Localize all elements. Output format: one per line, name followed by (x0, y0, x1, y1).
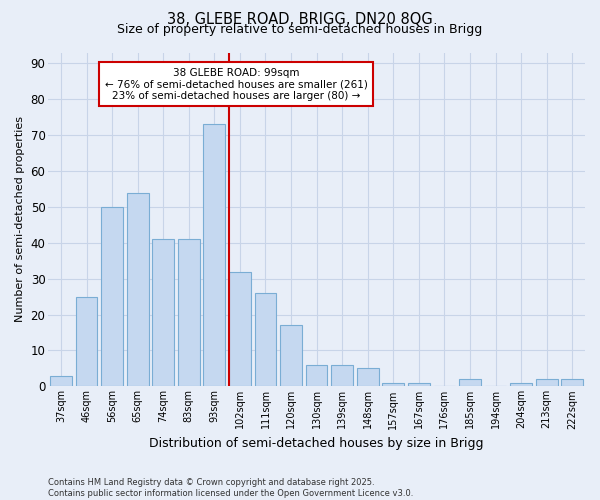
Bar (229, 272, 251, 386)
Bar (382, 383, 404, 386)
Bar (101, 207, 123, 386)
Bar (536, 379, 557, 386)
Bar (331, 365, 353, 386)
Bar (76, 296, 97, 386)
Text: 38 GLEBE ROAD: 99sqm
← 76% of semi-detached houses are smaller (261)
23% of semi: 38 GLEBE ROAD: 99sqm ← 76% of semi-detac… (104, 68, 368, 100)
Text: 38, GLEBE ROAD, BRIGG, DN20 8QG: 38, GLEBE ROAD, BRIGG, DN20 8QG (167, 12, 433, 28)
Bar (203, 124, 225, 386)
Bar (510, 383, 532, 386)
Bar (562, 379, 583, 386)
Bar (408, 383, 430, 386)
Bar (357, 368, 379, 386)
Y-axis label: Number of semi-detached properties: Number of semi-detached properties (15, 116, 25, 322)
Bar (459, 379, 481, 386)
X-axis label: Distribution of semi-detached houses by size in Brigg: Distribution of semi-detached houses by … (149, 437, 484, 450)
Text: Contains HM Land Registry data © Crown copyright and database right 2025.
Contai: Contains HM Land Registry data © Crown c… (48, 478, 413, 498)
Bar (254, 293, 277, 386)
Bar (280, 326, 302, 386)
Text: Size of property relative to semi-detached houses in Brigg: Size of property relative to semi-detach… (118, 22, 482, 36)
Bar (50, 376, 72, 386)
Bar (152, 239, 174, 386)
Bar (127, 192, 149, 386)
Bar (306, 365, 328, 386)
Bar (178, 239, 200, 386)
